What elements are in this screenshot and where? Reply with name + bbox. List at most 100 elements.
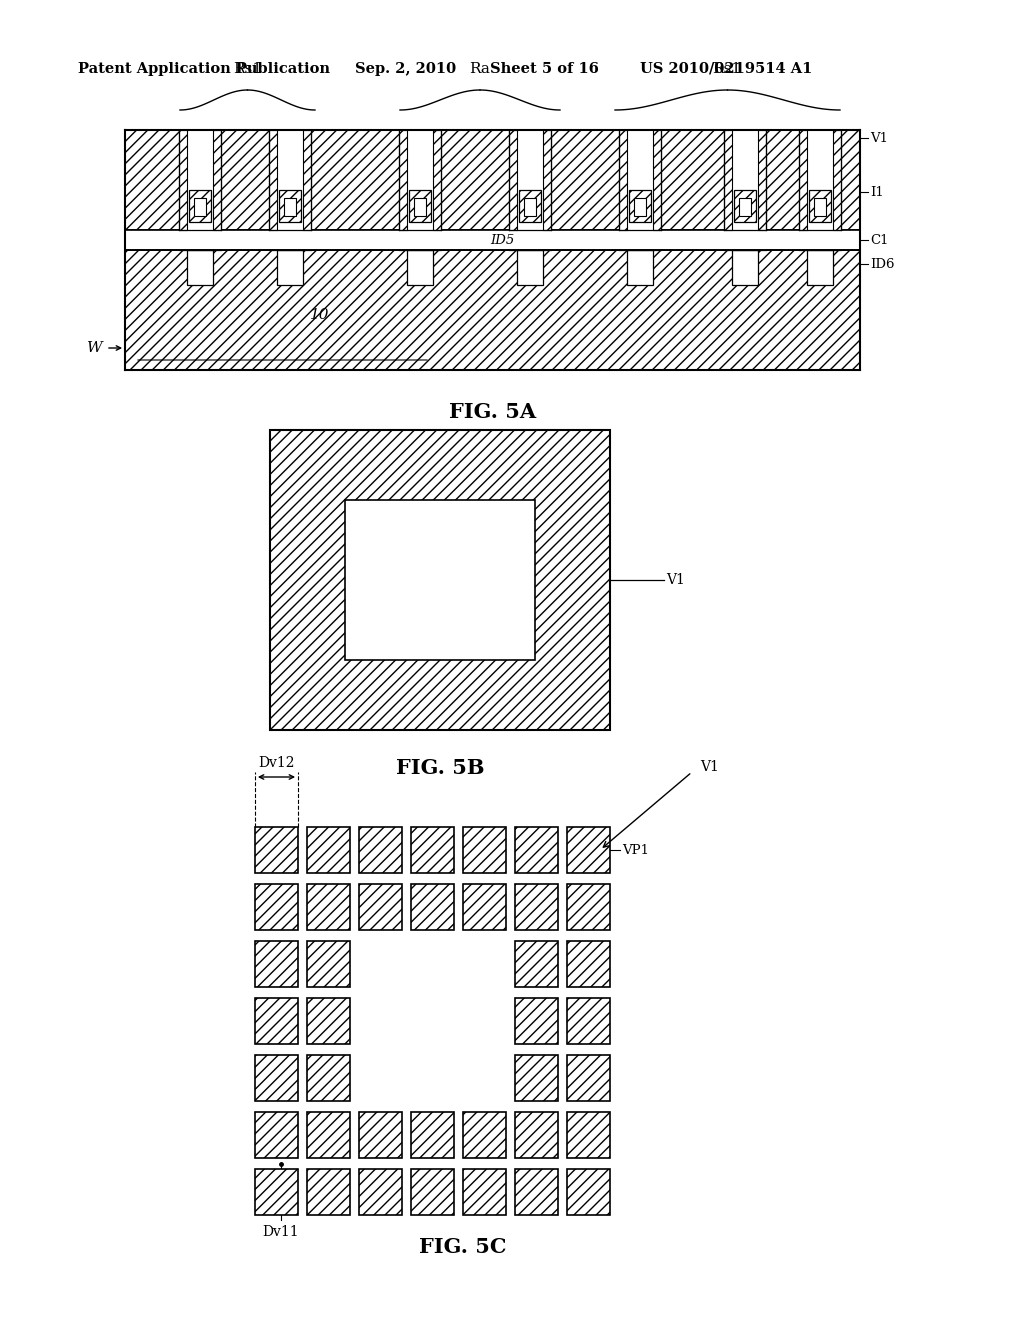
Bar	[270, 430, 610, 730]
Text: ID5: ID5	[490, 234, 514, 247]
Bar	[345, 500, 535, 660]
Bar	[814, 198, 826, 216]
Bar	[524, 198, 536, 216]
Bar	[189, 190, 211, 222]
Text: V1: V1	[666, 573, 685, 587]
Bar	[463, 1170, 506, 1214]
Bar	[307, 884, 350, 931]
Text: VP1: VP1	[622, 843, 649, 857]
Text: Dv11: Dv11	[262, 1225, 299, 1239]
Bar	[399, 129, 407, 230]
Bar	[407, 249, 433, 285]
Bar	[307, 941, 350, 987]
Bar	[359, 884, 402, 931]
Bar	[515, 828, 558, 873]
Bar	[739, 198, 751, 216]
Bar	[409, 190, 431, 222]
Bar	[399, 129, 441, 230]
Bar	[414, 198, 426, 216]
Bar	[515, 998, 558, 1044]
Text: Dv12: Dv12	[258, 756, 295, 770]
Bar	[433, 129, 441, 230]
Text: 10: 10	[310, 308, 330, 322]
Bar	[724, 129, 766, 230]
Bar	[255, 1170, 298, 1214]
Bar	[627, 249, 653, 285]
Bar	[724, 129, 732, 230]
Text: V1: V1	[870, 132, 888, 144]
Bar	[307, 828, 350, 873]
Bar	[567, 1170, 610, 1214]
Bar	[179, 129, 221, 230]
Bar	[307, 1055, 350, 1101]
Bar	[509, 129, 551, 230]
Text: Patent Application Publication: Patent Application Publication	[78, 62, 330, 77]
Bar	[634, 198, 646, 216]
Text: Rs1: Rs1	[233, 62, 262, 77]
Bar	[618, 129, 662, 230]
Bar	[269, 129, 278, 230]
Bar	[411, 1170, 454, 1214]
Bar	[359, 1170, 402, 1214]
Bar	[359, 828, 402, 873]
Bar	[833, 129, 841, 230]
Bar	[567, 828, 610, 873]
Bar	[125, 230, 860, 249]
Bar	[653, 129, 662, 230]
Bar	[255, 828, 298, 873]
Bar	[807, 249, 833, 285]
Bar	[255, 1111, 298, 1158]
Bar	[515, 1055, 558, 1101]
Text: Sheet 5 of 16: Sheet 5 of 16	[490, 62, 599, 77]
Bar	[567, 998, 610, 1044]
Bar	[515, 884, 558, 931]
Bar	[543, 129, 551, 230]
Bar	[303, 129, 311, 230]
Bar	[463, 1111, 506, 1158]
Bar	[125, 249, 860, 370]
Bar	[255, 941, 298, 987]
Bar	[567, 941, 610, 987]
Bar	[509, 129, 517, 230]
Bar	[463, 828, 506, 873]
Bar	[799, 129, 807, 230]
Bar	[284, 198, 296, 216]
Bar	[515, 1111, 558, 1158]
Bar	[567, 884, 610, 931]
Bar	[758, 129, 766, 230]
Bar	[809, 190, 831, 222]
Bar	[463, 884, 506, 931]
Bar	[732, 249, 758, 285]
Bar	[515, 941, 558, 987]
Bar	[799, 129, 841, 230]
Text: I1: I1	[870, 186, 884, 198]
Bar	[307, 998, 350, 1044]
Text: C1: C1	[870, 234, 889, 247]
Bar	[734, 190, 756, 222]
Text: W: W	[87, 341, 103, 355]
Bar	[213, 129, 221, 230]
Bar	[278, 249, 303, 285]
Text: Sep. 2, 2010: Sep. 2, 2010	[355, 62, 456, 77]
Text: Ra: Ra	[470, 62, 490, 77]
Bar	[255, 998, 298, 1044]
Bar	[359, 1111, 402, 1158]
Bar	[307, 1170, 350, 1214]
Text: FIG. 5A: FIG. 5A	[449, 403, 536, 422]
Bar	[411, 884, 454, 931]
Text: ID6: ID6	[870, 257, 895, 271]
Text: V1: V1	[700, 760, 719, 774]
Text: FIG. 5B: FIG. 5B	[395, 758, 484, 777]
Bar	[411, 828, 454, 873]
Bar	[411, 1111, 454, 1158]
Bar	[279, 190, 301, 222]
Text: US 2010/0219514 A1: US 2010/0219514 A1	[640, 62, 812, 77]
Bar	[567, 1055, 610, 1101]
Bar	[255, 1055, 298, 1101]
Bar	[179, 129, 187, 230]
Bar	[187, 249, 213, 285]
Bar	[519, 190, 541, 222]
Bar	[629, 190, 651, 222]
Bar	[307, 1111, 350, 1158]
Bar	[515, 1170, 558, 1214]
